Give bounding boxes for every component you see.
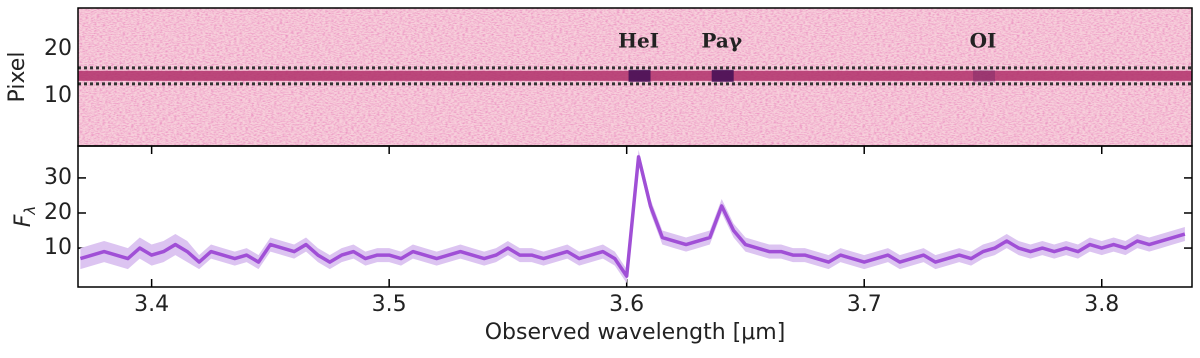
spectrum-line (79, 155, 1186, 278)
line-annotation: HeI (618, 29, 659, 53)
y-axis-label-main: F (11, 214, 36, 227)
x-tick-label: 3.7 (847, 292, 882, 317)
x-tick-label: 3.4 (134, 292, 169, 317)
y-tick-label: 30 (44, 165, 72, 190)
y-axis-label: Fλ (11, 206, 39, 228)
emission-blob (711, 69, 734, 82)
y-tick-label: 10 (44, 83, 72, 108)
line-annotation: OI (970, 29, 997, 53)
x-tick-label: 3.8 (1084, 292, 1119, 317)
line-annotation: Paγ (701, 29, 742, 53)
y-tick-label: 20 (44, 200, 72, 225)
x-tick-label: 3.5 (372, 292, 407, 317)
y-tick-label: 20 (44, 36, 72, 61)
y-tick-label: 10 (44, 235, 72, 260)
y-axis-label: Pixel (5, 52, 30, 103)
emission-blob (628, 69, 651, 82)
y-axis-label-sub: λ (21, 206, 39, 216)
emission-blob (972, 69, 995, 82)
x-axis-label: Observed wavelength [μm] (485, 320, 786, 345)
panel-frame (77, 145, 1193, 288)
x-tick-label: 3.6 (609, 292, 644, 317)
